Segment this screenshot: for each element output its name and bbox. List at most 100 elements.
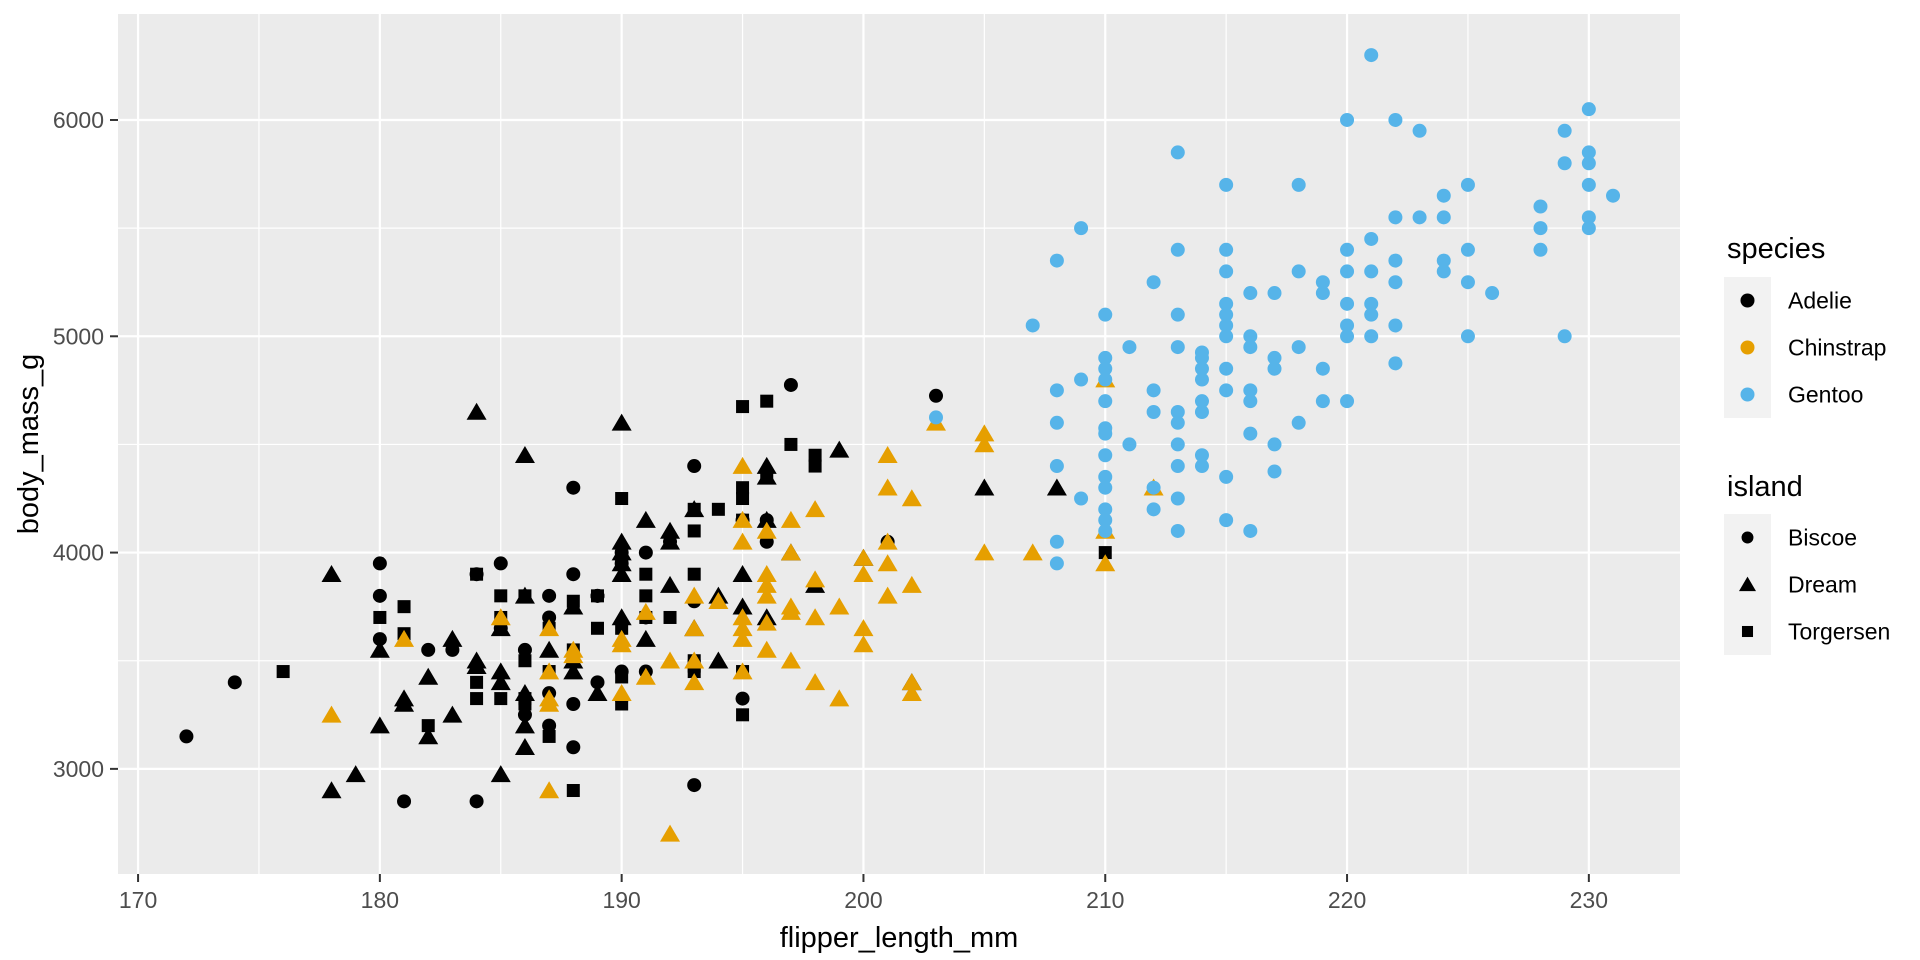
data-point — [756, 586, 777, 604]
data-point — [466, 656, 487, 674]
data-point — [1194, 361, 1209, 376]
data-point — [1122, 437, 1137, 452]
data-point — [421, 642, 436, 657]
data-point — [1364, 329, 1379, 344]
data-point — [1049, 556, 1064, 571]
data-point — [736, 492, 750, 506]
data-point — [566, 480, 581, 495]
data-point — [687, 524, 701, 538]
x-axis-tick-label: 220 — [1328, 887, 1366, 913]
data-point — [321, 781, 342, 799]
data-point — [1436, 264, 1451, 279]
data-point — [901, 673, 922, 691]
data-point — [756, 575, 777, 593]
data-point — [514, 716, 535, 734]
data-point — [1219, 296, 1234, 311]
legend-label-chinstrap: Chinstrap — [1788, 335, 1886, 361]
data-point — [756, 521, 777, 539]
data-point — [518, 692, 532, 706]
data-point — [1243, 340, 1258, 355]
data-point — [1194, 459, 1209, 474]
data-point — [1098, 350, 1113, 365]
data-point — [611, 543, 632, 561]
data-point — [1170, 307, 1185, 322]
data-point — [611, 629, 632, 647]
data-point — [470, 675, 484, 689]
data-point — [418, 727, 439, 745]
data-point — [853, 548, 874, 566]
data-point — [1388, 275, 1403, 290]
data-point — [563, 640, 584, 658]
data-point — [756, 613, 777, 631]
data-point — [566, 567, 581, 582]
data-point — [1460, 177, 1475, 192]
data-point — [1485, 286, 1500, 301]
data-point — [539, 662, 560, 680]
data-point — [711, 502, 725, 516]
data-point — [687, 567, 701, 581]
data-point — [1267, 286, 1282, 301]
data-point — [1533, 242, 1548, 257]
data-point — [1074, 221, 1089, 236]
data-point — [394, 694, 415, 712]
data-point — [1340, 394, 1355, 409]
legend-circle-icon-adelie — [1740, 293, 1755, 308]
data-point — [1219, 264, 1234, 279]
data-point — [877, 532, 898, 550]
data-point — [1291, 340, 1306, 355]
data-point — [928, 388, 943, 403]
data-point — [493, 556, 508, 571]
data-point — [1098, 394, 1113, 409]
legend-label-biscoe: Biscoe — [1788, 525, 1857, 551]
x-axis-tick-label: 190 — [602, 887, 640, 913]
data-point — [1170, 459, 1185, 474]
data-point — [1146, 502, 1161, 517]
x-axis-tick-label: 180 — [361, 887, 399, 913]
data-point — [615, 670, 629, 684]
data-point — [1219, 318, 1234, 333]
data-point — [470, 692, 484, 706]
data-point — [735, 691, 750, 706]
data-point — [321, 705, 342, 723]
data-point — [1219, 242, 1234, 257]
legend-circle-icon-chinstrap — [1740, 340, 1755, 355]
data-point — [1340, 242, 1355, 257]
data-point — [418, 667, 439, 685]
data-point — [877, 478, 898, 496]
data-point — [490, 619, 511, 637]
data-point — [563, 662, 584, 680]
data-point — [397, 600, 411, 614]
data-point — [660, 651, 681, 669]
data-point — [394, 629, 415, 647]
data-point — [1170, 491, 1185, 506]
data-point — [1194, 394, 1209, 409]
data-point — [1436, 253, 1451, 268]
data-point — [684, 651, 705, 669]
data-point — [1340, 296, 1355, 311]
data-point — [853, 635, 874, 653]
data-point — [1557, 329, 1572, 344]
data-point — [1098, 307, 1113, 322]
data-point — [635, 667, 656, 685]
data-point — [1146, 480, 1161, 495]
data-point — [808, 448, 822, 462]
data-point — [808, 459, 822, 473]
data-point — [1098, 469, 1113, 484]
data-point — [1388, 112, 1403, 127]
data-point — [1098, 448, 1113, 463]
x-axis-tick-label: 210 — [1086, 887, 1124, 913]
data-point — [539, 689, 560, 707]
data-point — [1581, 210, 1596, 225]
data-point — [490, 662, 511, 680]
y-axis-tick-label: 6000 — [53, 107, 104, 133]
data-point — [780, 651, 801, 669]
data-point — [611, 608, 632, 626]
data-point — [1291, 177, 1306, 192]
data-point — [1243, 329, 1258, 344]
data-point — [397, 794, 412, 809]
data-point — [1219, 307, 1234, 322]
legend-title-island: island — [1727, 471, 1803, 503]
data-point — [369, 640, 390, 658]
legend-square-icon-torgersen — [1741, 625, 1754, 638]
data-point — [732, 608, 753, 626]
